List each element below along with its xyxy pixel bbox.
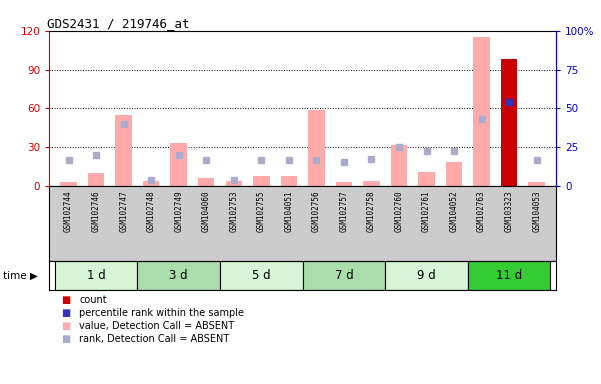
Text: GDS2431 / 219746_at: GDS2431 / 219746_at (47, 17, 189, 30)
Text: GSM102758: GSM102758 (367, 190, 376, 232)
Bar (468, 261, 551, 290)
Text: GSM102748: GSM102748 (147, 190, 156, 232)
Bar (115, 115, 132, 186)
Bar (335, 182, 352, 186)
Text: time ▶: time ▶ (3, 270, 38, 281)
Bar (501, 59, 517, 186)
Text: ■: ■ (61, 295, 70, 305)
Text: GSM103323: GSM103323 (505, 190, 514, 232)
Text: value, Detection Call = ABSENT: value, Detection Call = ABSENT (79, 321, 234, 331)
Text: 11 d: 11 d (496, 269, 522, 282)
Text: GSM102744: GSM102744 (64, 190, 73, 232)
Bar (143, 181, 159, 186)
Text: GSM102756: GSM102756 (312, 190, 321, 232)
Text: GSM102755: GSM102755 (257, 190, 266, 232)
Bar (88, 173, 105, 186)
Text: GSM102760: GSM102760 (394, 190, 403, 232)
Text: GSM104051: GSM104051 (284, 190, 293, 232)
Bar (55, 261, 138, 290)
Text: GSM104052: GSM104052 (450, 190, 459, 232)
Text: rank, Detection Call = ABSENT: rank, Detection Call = ABSENT (79, 334, 230, 344)
Text: GSM104053: GSM104053 (532, 190, 541, 232)
Bar (391, 145, 407, 186)
Text: 7 d: 7 d (335, 269, 353, 282)
Text: GSM102749: GSM102749 (174, 190, 183, 232)
Bar (385, 261, 468, 290)
Text: 1 d: 1 d (87, 269, 105, 282)
Text: GSM102761: GSM102761 (422, 190, 431, 232)
Text: 3 d: 3 d (169, 269, 188, 282)
Text: GSM104060: GSM104060 (202, 190, 211, 232)
Text: count: count (79, 295, 107, 305)
Bar (363, 181, 380, 186)
Bar (253, 176, 270, 186)
Bar (171, 144, 187, 186)
Bar (281, 176, 297, 186)
Text: GSM102747: GSM102747 (119, 190, 128, 232)
Text: percentile rank within the sample: percentile rank within the sample (79, 308, 245, 318)
Text: GSM102763: GSM102763 (477, 190, 486, 232)
Text: GSM102746: GSM102746 (91, 190, 100, 232)
Text: GSM102753: GSM102753 (229, 190, 238, 232)
Bar (60, 182, 77, 186)
Bar (303, 261, 385, 290)
Bar (418, 172, 435, 186)
Text: ■: ■ (61, 321, 70, 331)
Text: 5 d: 5 d (252, 269, 270, 282)
Bar (474, 37, 490, 186)
Text: ■: ■ (61, 308, 70, 318)
Text: 9 d: 9 d (417, 269, 436, 282)
Bar (198, 179, 215, 186)
Bar (225, 181, 242, 186)
Bar (220, 261, 303, 290)
Bar (308, 110, 325, 186)
Bar (138, 261, 220, 290)
Bar (446, 162, 462, 186)
Bar (528, 182, 545, 186)
Text: GSM102757: GSM102757 (340, 190, 349, 232)
Text: ■: ■ (61, 334, 70, 344)
